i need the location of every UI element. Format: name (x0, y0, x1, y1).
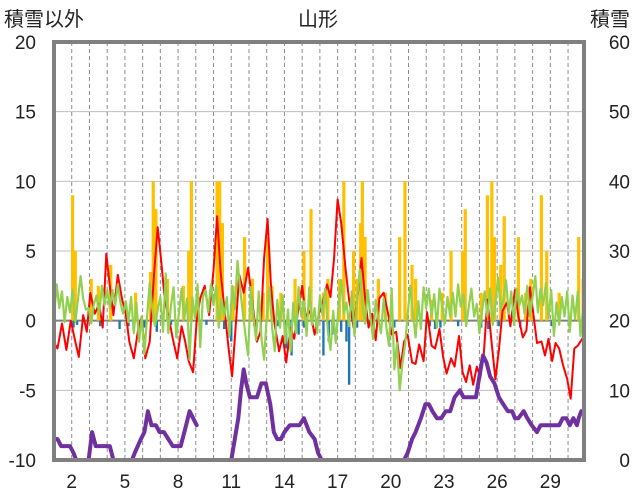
line-series (52, 198, 585, 462)
snowfall-bar (75, 320, 79, 325)
precipitation-bar (499, 264, 503, 321)
x-axis-ticks: 2 5 8 11 14 17 20 23 26 29 (66, 472, 560, 493)
precipitation-bar (189, 181, 193, 321)
plot-frame (52, 40, 586, 462)
precipitation-bar (154, 209, 158, 321)
left-tick-label: 20 (15, 33, 36, 54)
snowfall-bar (155, 320, 159, 332)
left-tick-label: -10 (9, 451, 36, 472)
snowfall-bar (497, 320, 501, 327)
precipitation-bar (261, 292, 265, 321)
precipitation-bar (449, 251, 453, 321)
precipitation-bar (414, 278, 418, 321)
snowfall-bar (143, 320, 146, 328)
x-tick-label: 14 (274, 472, 296, 493)
snow-depth-line (216, 353, 584, 462)
precipitation-bar (516, 237, 521, 321)
precipitation-bar (463, 209, 467, 321)
left-tick-label: 0 (25, 312, 36, 333)
right-tick-label: 50 (609, 103, 630, 124)
precipitation-bar (363, 237, 367, 321)
snowfall-bar (355, 320, 359, 328)
precipitation-bar (398, 237, 402, 321)
precipitation-bar (502, 216, 506, 321)
left-tick-label: -5 (19, 381, 36, 402)
precipitation-bar (351, 251, 356, 321)
right-axis-title: 積雪 (590, 7, 630, 31)
snowfall-bar (439, 320, 442, 328)
snowfall-bar (393, 320, 396, 328)
precipitation-bar (215, 181, 219, 321)
precipitation-bar (71, 195, 75, 321)
x-tick-label: 5 (120, 472, 131, 493)
precipitation-bar (326, 278, 330, 321)
right-tick-label: 30 (609, 242, 630, 263)
left-axis-title: 積雪以外 (4, 7, 84, 31)
snowfall-bar (118, 320, 121, 330)
snowfall-bar (456, 320, 460, 327)
snowfall-bar (339, 320, 343, 332)
right-tick-label: 40 (609, 172, 630, 193)
precipitation-bar (557, 292, 561, 321)
x-tick-label: 17 (327, 472, 348, 493)
precipitation-bar (265, 237, 270, 321)
precipitation-bar (492, 237, 497, 321)
precipitation-bar (485, 195, 489, 321)
snowfall-bar (487, 320, 490, 330)
snowfall-bar (322, 320, 325, 356)
x-tick-label: 20 (380, 472, 401, 493)
precipitation-bar (539, 195, 544, 321)
precipitation-bar (302, 251, 306, 321)
precipitation-bar (242, 237, 247, 321)
x-tick-label: 23 (433, 472, 454, 493)
precipitation-bar (360, 181, 365, 321)
snowfall-bar (302, 320, 306, 328)
snowfall-bar (347, 320, 351, 385)
right-tick-label: 20 (609, 312, 630, 333)
right-tick-label: 60 (609, 33, 630, 54)
plot-border (52, 40, 586, 462)
snowfall-bar (433, 320, 437, 330)
x-tick-label: 26 (487, 472, 508, 493)
precipitation-bar (220, 223, 224, 321)
snow-depth-line (52, 409, 199, 462)
left-tick-label: 15 (15, 103, 36, 124)
chart-title: 山形 (298, 7, 338, 31)
snowfall-bar (276, 320, 279, 327)
precipitation-bar (577, 237, 581, 321)
snowfall-bar (205, 320, 208, 325)
precipitation-bar (479, 292, 483, 321)
snowfall-bar (297, 320, 300, 335)
precipitation-bar (293, 278, 297, 321)
snowfall-bar (72, 320, 75, 328)
x-tick-label: 2 (66, 472, 77, 493)
precipitation-bar (73, 251, 77, 321)
precipitation-bar (490, 181, 494, 321)
snowfall-bar (345, 320, 348, 342)
right-tick-label: 0 (619, 451, 630, 472)
precipitation-bar (151, 181, 155, 321)
snowfall-bar (230, 320, 233, 342)
right-tick-label: 10 (609, 381, 630, 402)
x-tick-label: 29 (540, 472, 561, 493)
right-axis-ticks: 60 50 40 30 20 10 0 (609, 33, 630, 472)
snowfall-bar (98, 320, 102, 327)
left-axis-ticks: 20 15 10 5 0 -5 -10 (9, 33, 36, 472)
precipitation-bar (187, 251, 191, 321)
snowfall-bar (169, 320, 173, 325)
snowfall-bar (222, 320, 226, 330)
precipitation-bar (309, 209, 313, 321)
precipitation-bar (403, 181, 407, 321)
left-tick-label: 10 (15, 172, 36, 193)
x-tick-label: 11 (221, 472, 241, 493)
x-tick-label: 8 (173, 472, 184, 493)
precipitation-bar (460, 251, 465, 321)
temperature-green-line (52, 259, 585, 392)
left-tick-label: 5 (25, 242, 36, 263)
snowfall-bar (127, 320, 130, 327)
snowfall-bar (428, 320, 431, 327)
